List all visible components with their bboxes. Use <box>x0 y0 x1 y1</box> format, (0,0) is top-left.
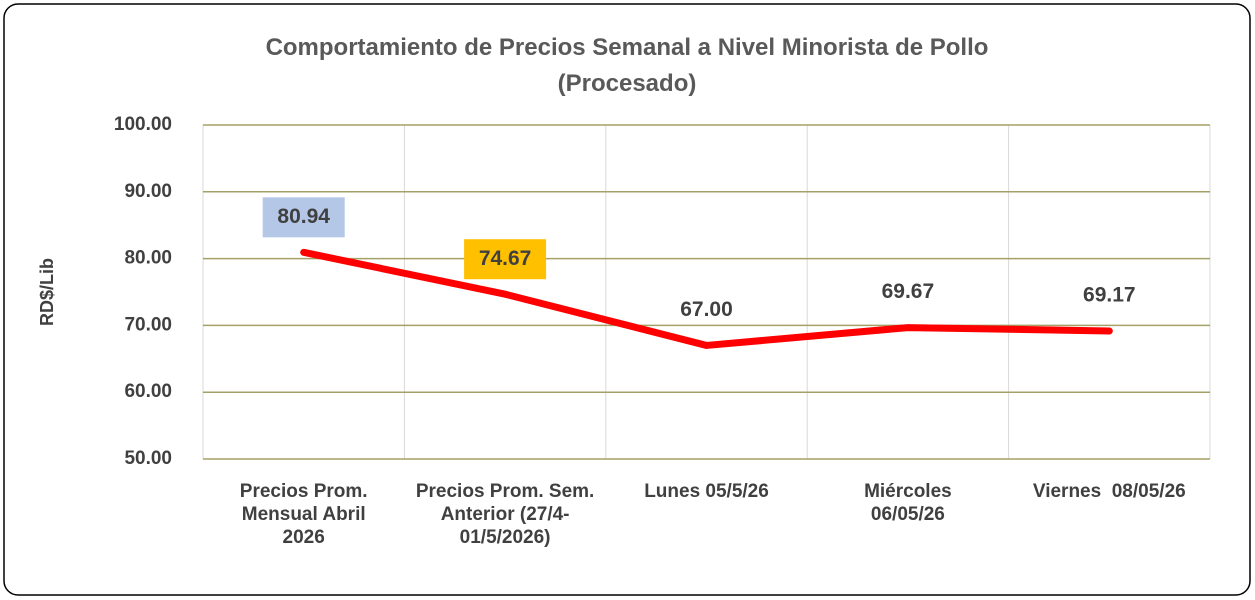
data-label: 67.00 <box>680 298 733 321</box>
chart-title: Comportamiento de Precios Semanal a Nive… <box>265 34 989 97</box>
data-line <box>300 248 1113 349</box>
x-tick-label: Lunes 05/5/26 <box>644 481 769 502</box>
y-tick-label: 100.00 <box>114 114 172 135</box>
y-tick-label: 90.00 <box>124 181 172 202</box>
y-tick-label: 60.00 <box>124 381 172 402</box>
x-tick-label: Precios Prom. Sem. Anterior (27/4-01/5/2… <box>415 481 599 548</box>
data-label: 69.17 <box>1083 283 1136 306</box>
data-label: 69.67 <box>882 280 935 303</box>
data-label: 74.67 <box>479 247 532 270</box>
y-tick-label: 80.00 <box>124 248 172 269</box>
y-tick-label: 50.00 <box>124 448 172 469</box>
x-tick-label: Miércoles 06/05/26 <box>864 481 957 525</box>
y-axis-label: RD$/Lib <box>37 258 57 326</box>
x-tick-label: Precios Prom. Mensual Abril 2026 <box>239 481 373 548</box>
y-tick-label: 70.00 <box>124 314 172 335</box>
data-label: 80.94 <box>277 205 330 228</box>
data-label-background <box>262 197 345 238</box>
chart-border <box>3 3 1251 596</box>
x-tick-label: Viernes 08/05/26 <box>1032 481 1186 502</box>
data-label-background <box>464 239 547 280</box>
